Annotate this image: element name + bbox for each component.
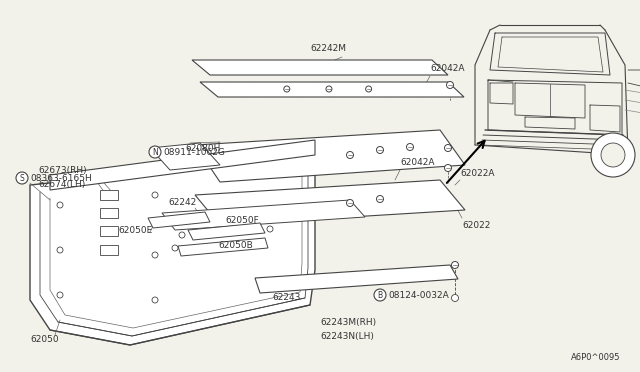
Text: 62050: 62050 <box>30 336 59 344</box>
Polygon shape <box>195 130 465 182</box>
Text: B: B <box>378 291 383 299</box>
Text: 62242M: 62242M <box>310 44 346 52</box>
Text: 62080H: 62080H <box>185 144 220 153</box>
Circle shape <box>406 144 413 151</box>
Circle shape <box>376 147 383 154</box>
Text: 62042A: 62042A <box>400 157 435 167</box>
FancyBboxPatch shape <box>100 226 118 236</box>
Text: 62242: 62242 <box>168 198 196 206</box>
Text: N: N <box>152 148 158 157</box>
Circle shape <box>445 164 451 171</box>
Text: 08911-1062G: 08911-1062G <box>163 148 225 157</box>
Circle shape <box>451 262 458 269</box>
Polygon shape <box>30 155 315 345</box>
Circle shape <box>365 86 372 92</box>
Circle shape <box>57 247 63 253</box>
Circle shape <box>326 86 332 92</box>
Text: 62243: 62243 <box>272 294 300 302</box>
Circle shape <box>591 133 635 177</box>
Circle shape <box>57 292 63 298</box>
Polygon shape <box>192 60 448 75</box>
Circle shape <box>57 202 63 208</box>
Circle shape <box>152 252 158 258</box>
Circle shape <box>267 226 273 232</box>
Circle shape <box>152 192 158 198</box>
Text: 62022: 62022 <box>462 221 490 230</box>
Text: A6P0^0095: A6P0^0095 <box>570 353 620 362</box>
Circle shape <box>172 245 178 251</box>
Circle shape <box>451 295 458 301</box>
Text: 62050F: 62050F <box>225 215 259 224</box>
Polygon shape <box>150 143 220 170</box>
Circle shape <box>374 289 386 301</box>
Text: 08124-0032A: 08124-0032A <box>388 291 449 299</box>
Circle shape <box>445 144 451 151</box>
Polygon shape <box>255 265 458 293</box>
Polygon shape <box>188 223 265 240</box>
FancyBboxPatch shape <box>100 208 118 218</box>
Text: 62673(RH): 62673(RH) <box>38 166 86 174</box>
Polygon shape <box>162 200 365 230</box>
Text: S: S <box>20 173 24 183</box>
Text: 62050E: 62050E <box>118 225 152 234</box>
Text: 08363-6165H: 08363-6165H <box>30 173 92 183</box>
Text: 62674(LH): 62674(LH) <box>38 180 85 189</box>
Polygon shape <box>178 238 268 256</box>
FancyBboxPatch shape <box>100 190 118 200</box>
Circle shape <box>179 232 185 238</box>
Circle shape <box>601 143 625 167</box>
Polygon shape <box>148 212 210 228</box>
Polygon shape <box>50 140 315 190</box>
Circle shape <box>149 146 161 158</box>
Circle shape <box>152 297 158 303</box>
Text: 62022A: 62022A <box>460 169 495 177</box>
Circle shape <box>346 199 353 206</box>
Circle shape <box>376 196 383 202</box>
Text: 62243N(LH): 62243N(LH) <box>320 331 374 340</box>
Text: 62042A: 62042A <box>430 64 465 73</box>
Polygon shape <box>195 180 465 225</box>
Polygon shape <box>200 82 464 97</box>
FancyBboxPatch shape <box>100 245 118 255</box>
Text: 62050B: 62050B <box>218 241 253 250</box>
Circle shape <box>447 81 454 89</box>
Circle shape <box>346 151 353 158</box>
Circle shape <box>16 172 28 184</box>
Circle shape <box>284 86 290 92</box>
Text: 62243M(RH): 62243M(RH) <box>320 317 376 327</box>
